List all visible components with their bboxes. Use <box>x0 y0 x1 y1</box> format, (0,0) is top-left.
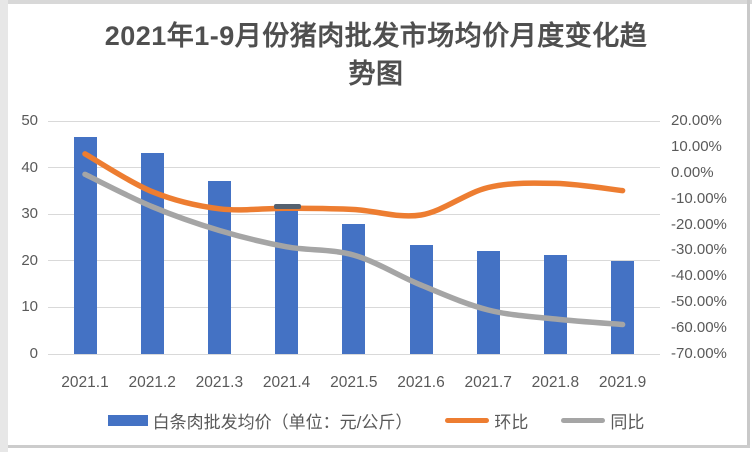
left-axis-tick-label: 30 <box>21 205 38 223</box>
right-axis-tick-label: -20.00% <box>671 215 727 233</box>
right-axis-tick-label: 10.00% <box>671 137 722 155</box>
price-bar <box>73 137 97 354</box>
chart-title-line-2: 势图 <box>348 59 404 89</box>
legend-item-price: 白条肉批发均价（单位：元/公斤） <box>107 408 413 433</box>
yoy-line-swatch-icon <box>561 417 606 423</box>
legend-label-price: 白条肉批发均价（单位：元/公斤） <box>152 412 413 432</box>
frame-border-top <box>0 0 752 4</box>
frame-border-right <box>747 0 750 448</box>
x-axis-label: 2021.7 <box>464 374 512 391</box>
left-axis-tick-label: 40 <box>21 158 38 176</box>
right-axis-tick-label: -70.00% <box>671 345 727 362</box>
right-axis-tick-label: 0.00% <box>671 163 714 181</box>
right-axis-tick-label: -30.00% <box>671 241 727 259</box>
price-bar <box>207 180 231 354</box>
legend-label-yoy: 同比 <box>610 412 645 432</box>
frame-border-left <box>0 0 8 452</box>
price-bar <box>476 250 500 354</box>
right-axis-tick-label: -10.00% <box>671 189 727 207</box>
x-axis-label: 2021.4 <box>262 374 311 391</box>
x-axis-label: 2021.2 <box>128 374 176 391</box>
legend-item-mom: 环比 <box>445 408 528 433</box>
chart-title-line-1: 2021年1-9月份猪肉批发市场均价月度变化趋 <box>104 21 648 51</box>
x-axis-label: 2021.9 <box>598 374 647 391</box>
mom-line-swatch-icon <box>445 417 490 423</box>
right-axis-tick-label: -50.00% <box>671 293 727 311</box>
chart-title: 2021年1-9月份猪肉批发市场均价月度变化趋 势图 <box>0 17 752 93</box>
gridline <box>48 353 660 355</box>
legend-label-mom: 环比 <box>494 412 529 432</box>
right-axis-tick-label: 20.00% <box>671 112 722 129</box>
price-bar <box>409 245 433 354</box>
price-bar <box>611 261 635 354</box>
x-axis-label: 2021.5 <box>330 374 378 391</box>
x-axis-label: 2021.6 <box>397 374 445 391</box>
left-axis-tick-label: 0 <box>29 345 38 362</box>
left-axis-tick-label: 20 <box>21 251 38 269</box>
legend-item-yoy: 同比 <box>561 408 644 433</box>
price-bar <box>275 204 299 354</box>
left-axis-tick-label: 50 <box>21 112 38 129</box>
price-bar <box>543 254 567 354</box>
frame-border-bottom <box>8 445 750 448</box>
x-axis-label: 2021.1 <box>61 374 109 391</box>
legend: 白条肉批发均价（单位：元/公斤） 环比 同比 <box>0 405 752 435</box>
x-axis-label: 2021.8 <box>531 374 580 391</box>
price-bar-swatch-icon <box>107 414 148 426</box>
price-bar <box>140 152 164 354</box>
right-axis-tick-label: -60.00% <box>671 319 727 337</box>
left-axis-tick-label: 10 <box>21 298 38 316</box>
gridline <box>48 120 660 122</box>
bar-line-overlap-artifact <box>273 203 301 210</box>
right-axis-tick-label: -40.00% <box>671 267 727 285</box>
price-bar <box>342 224 366 354</box>
mom-line <box>82 151 626 219</box>
x-axis-label: 2021.3 <box>195 374 244 391</box>
